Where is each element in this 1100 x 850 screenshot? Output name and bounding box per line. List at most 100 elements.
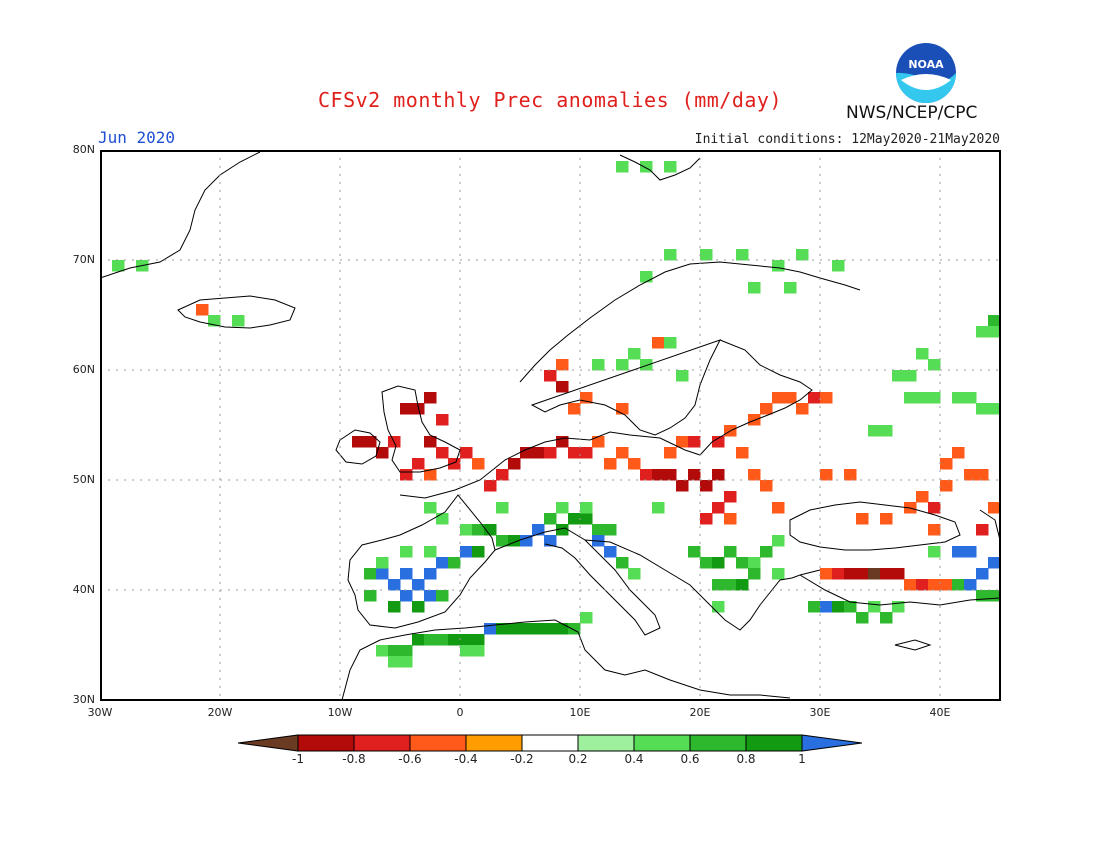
anomaly-cell (400, 403, 413, 415)
anomaly-cell (556, 502, 569, 514)
colorbar-swatch (521, 734, 579, 752)
coast-iberia (347, 494, 496, 629)
anomaly-cell (748, 568, 761, 580)
anomaly-cell (412, 601, 425, 613)
anomaly-cell (676, 436, 689, 448)
anomaly-cell (556, 381, 569, 393)
anomaly-cell (652, 337, 665, 349)
anomaly-cell (988, 557, 1001, 569)
anomaly-cell (400, 656, 413, 668)
anomaly-cell (748, 414, 761, 426)
colorbar-swatch (409, 734, 467, 752)
anomaly-cell (484, 524, 497, 536)
lon-label-0: 0 (456, 706, 464, 719)
anomaly-cell (964, 579, 977, 591)
anomaly-cell (796, 403, 809, 415)
anomaly-cell (700, 557, 713, 569)
anomaly-cell (892, 370, 905, 382)
colorbar-tick-label: -0.2 (510, 752, 534, 766)
coast-italy (494, 527, 661, 636)
anomaly-cell (472, 645, 485, 657)
anomaly-cell (436, 513, 449, 525)
colorbar-swatch (353, 734, 411, 752)
anomaly-cell (892, 568, 905, 580)
anomaly-cell (364, 590, 377, 602)
anomaly-cell (664, 249, 677, 261)
anomaly-cell (424, 634, 437, 646)
coast-turkey (799, 574, 1001, 606)
anomaly-cell (412, 579, 425, 591)
anomaly-cell (376, 557, 389, 569)
anomaly-cell (916, 491, 929, 503)
colorbar-tick-label: -0.4 (454, 752, 478, 766)
anomaly-cell (868, 601, 881, 613)
coast-caspian (979, 509, 1001, 541)
anomaly-cell (940, 579, 953, 591)
anomaly-cell (604, 524, 617, 536)
anomaly-cell (712, 436, 725, 448)
anomaly-cell (376, 645, 389, 657)
anomaly-cell (520, 535, 533, 547)
colorbar-tick-label: 0.2 (568, 752, 588, 766)
anomaly-cell (580, 392, 593, 404)
anomaly-cell (940, 458, 953, 470)
colorbar-swatch (297, 734, 355, 752)
anomaly-cell (772, 502, 785, 514)
anomaly-cell (964, 546, 977, 558)
anomaly-cell (964, 392, 977, 404)
anomaly-cell (568, 513, 581, 525)
anomaly-cell (988, 315, 1001, 327)
anomaly-cell (904, 579, 917, 591)
anomaly-cell (856, 513, 869, 525)
anomaly-cell (544, 535, 557, 547)
anomaly-cell (508, 458, 521, 470)
anomaly-cell (388, 579, 401, 591)
anomaly-cell (736, 557, 749, 569)
anomaly-cell (784, 282, 797, 294)
colorbar-swatch (465, 734, 523, 752)
coast-north-africa (341, 619, 791, 701)
lat-label-50n: 50N (72, 473, 95, 486)
anomaly-cell (820, 601, 833, 613)
anomaly-cell (688, 546, 701, 558)
anomaly-cell (496, 535, 509, 547)
anomaly-cell (808, 392, 821, 404)
anomaly-cell (736, 447, 749, 459)
anomaly-cell (856, 568, 869, 580)
anomaly-cell (880, 612, 893, 624)
anomaly-cell (712, 601, 725, 613)
lat-label-30n: 30N (72, 693, 95, 706)
anomaly-cell (412, 458, 425, 470)
lon-label-10e: 10E (569, 706, 591, 719)
anomaly-cell (748, 469, 761, 481)
anomaly-cell (436, 414, 449, 426)
anomaly-cell (928, 392, 941, 404)
anomaly-cell (460, 634, 473, 646)
colorbar-tick-label: 0.8 (736, 752, 756, 766)
agency-label: NWS/NCEP/CPC (846, 103, 978, 123)
anomaly-cell (712, 557, 725, 569)
anomaly-cell (556, 524, 569, 536)
anomaly-cell (916, 392, 929, 404)
anomaly-cell (400, 546, 413, 558)
lat-label-70n: 70N (72, 253, 95, 266)
anomaly-cell (640, 271, 653, 283)
anomaly-cell (664, 161, 677, 173)
anomaly-cell (448, 458, 461, 470)
forecast-period: Jun 2020 (98, 128, 176, 147)
colorbar-arrow-left (238, 734, 299, 752)
coast-svalbard (619, 154, 701, 181)
anomaly-cell (988, 403, 1001, 415)
coast-ireland (335, 429, 381, 465)
anomaly-cell (232, 315, 245, 327)
anomaly-cell (760, 403, 773, 415)
anomaly-cell (952, 447, 965, 459)
anomaly-cell (568, 447, 581, 459)
anomaly-cell (652, 469, 665, 481)
colorbar-swatch (633, 734, 691, 752)
anomaly-cell (424, 568, 437, 580)
anomaly-cell (820, 568, 833, 580)
anomaly-cell (460, 524, 473, 536)
colorbar-tick-label: -0.8 (342, 752, 366, 766)
anomaly-cell (688, 436, 701, 448)
